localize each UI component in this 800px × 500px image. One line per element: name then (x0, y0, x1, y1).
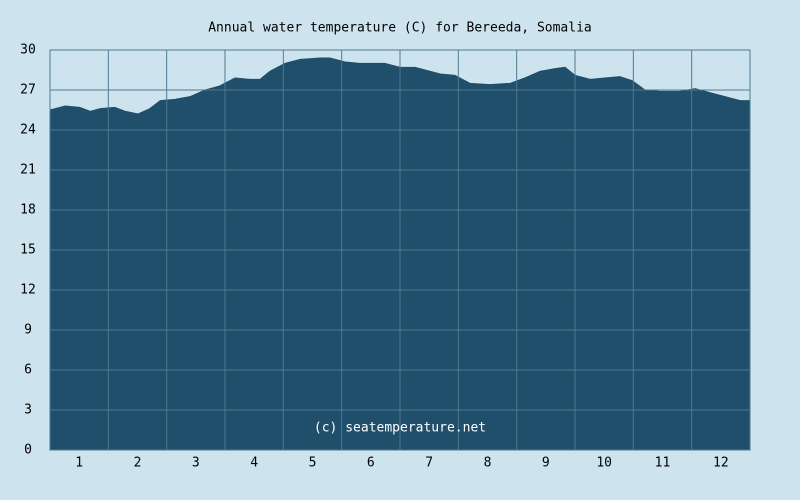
x-tick-label: 5 (309, 456, 317, 471)
x-tick-label: 8 (484, 456, 492, 471)
x-tick-label: 2 (134, 456, 142, 471)
y-tick-label: 6 (24, 363, 32, 378)
x-tick-label: 11 (655, 456, 671, 471)
y-tick-label: 9 (24, 323, 32, 338)
x-tick-label: 1 (75, 456, 83, 471)
x-tick-label: 7 (425, 456, 433, 471)
y-tick-label: 27 (20, 83, 36, 98)
x-tick-label: 3 (192, 456, 200, 471)
watermark: (c) seatemperature.net (314, 421, 486, 436)
x-tick-label: 6 (367, 456, 375, 471)
y-tick-label: 18 (20, 203, 36, 218)
x-tick-label: 9 (542, 456, 550, 471)
y-tick-label: 15 (20, 243, 36, 258)
y-tick-label: 3 (24, 403, 32, 418)
x-tick-label: 10 (596, 456, 612, 471)
chart-title: Annual water temperature (C) for Bereeda… (208, 21, 592, 36)
x-tick-label: 12 (713, 456, 729, 471)
y-tick-label: 24 (20, 123, 36, 138)
y-tick-label: 12 (20, 283, 36, 298)
plot-border (49, 49, 751, 451)
y-tick-label: 21 (20, 163, 36, 178)
y-tick-label: 30 (20, 43, 36, 58)
y-tick-label: 0 (24, 443, 32, 458)
x-tick-label: 4 (250, 456, 258, 471)
